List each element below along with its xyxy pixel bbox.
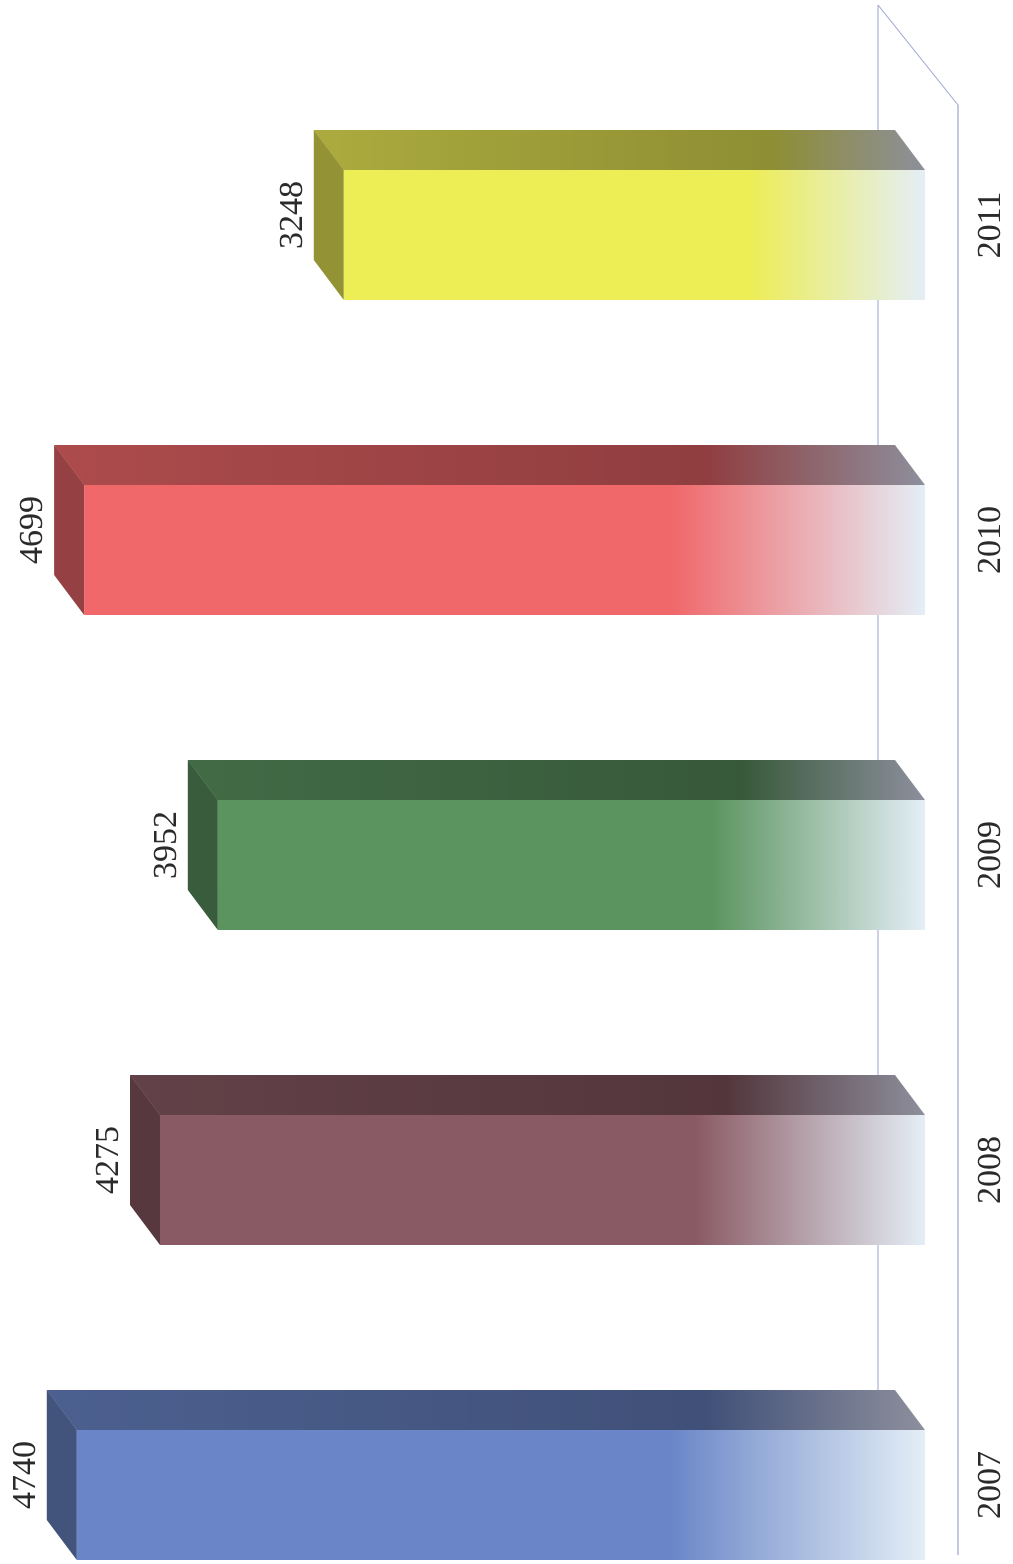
data-label-2008: 4275 [89, 1126, 126, 1194]
floor-side-edge [877, 4, 959, 106]
bar-top-face [46, 1390, 925, 1430]
bar-end-face [130, 1075, 160, 1245]
bar-end-face [46, 1390, 77, 1560]
bar-2011 [313, 130, 926, 300]
bar-series [46, 130, 926, 1560]
data-label-2007: 4740 [6, 1441, 43, 1509]
bar-front-face [160, 1115, 925, 1245]
category-label-2009: 2009 [971, 821, 1008, 889]
bar-2009 [187, 760, 926, 930]
bar-top-face [130, 1075, 925, 1115]
bar-front-face [343, 170, 926, 300]
bar-2010 [54, 445, 925, 615]
category-label-2007: 2007 [971, 1451, 1008, 1519]
bar-top-face [313, 130, 926, 170]
bar-front-face [217, 800, 926, 930]
bar-end-face [54, 445, 85, 615]
bar-top-face [54, 445, 925, 485]
bar-end-face [187, 760, 218, 930]
data-label-2011: 3248 [273, 181, 310, 249]
data-label-2009: 3952 [147, 811, 184, 879]
category-label-2008: 2008 [971, 1136, 1008, 1204]
data-label-2010: 4699 [13, 496, 50, 564]
category-axis-labels: 2007 2008 2009 2010 2011 [971, 192, 1008, 1519]
bar-end-face [313, 130, 344, 300]
bar-2007 [46, 1390, 925, 1560]
category-label-2011: 2011 [971, 192, 1008, 259]
category-label-2010: 2010 [971, 506, 1008, 574]
bar-2008 [130, 1075, 925, 1245]
bar-front-face [84, 485, 925, 615]
bar-top-face [187, 760, 926, 800]
data-labels: 4740 4275 3952 4699 3248 [6, 181, 310, 1509]
bar-front-face [76, 1430, 925, 1560]
